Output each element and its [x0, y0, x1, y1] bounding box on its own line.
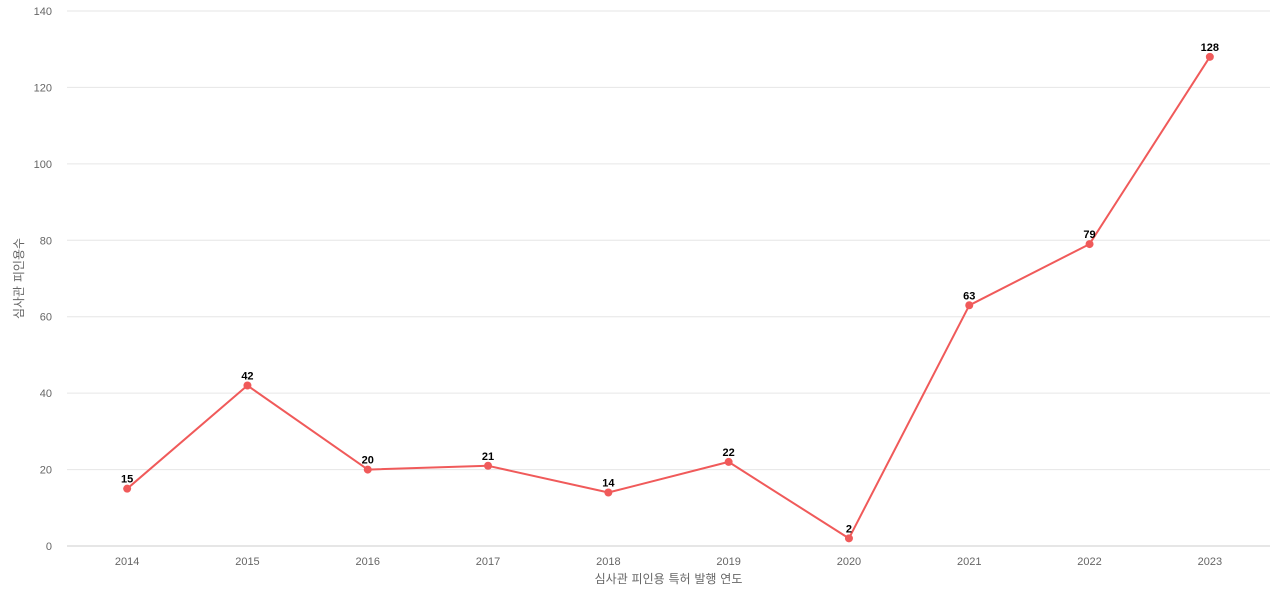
- data-label: 63: [963, 290, 975, 302]
- y-tick-label: 20: [40, 465, 52, 477]
- y-tick-label: 140: [34, 6, 52, 18]
- x-tick-label: 2018: [596, 556, 620, 568]
- y-axis-ticks: 0 20 40 60 80 100 120 140: [34, 6, 52, 553]
- x-axis-ticks: 2014 2015 2016 2017 2018 2019 2020 2021 2022 2023: [115, 556, 1222, 568]
- x-tick-label: 2019: [716, 556, 740, 568]
- x-tick-label: 2015: [235, 556, 259, 568]
- y-tick-label: 0: [46, 541, 52, 553]
- data-point[interactable]: [724, 457, 733, 466]
- series-group: [123, 52, 1214, 543]
- y-tick-label: 40: [40, 388, 52, 400]
- y-tick-label: 120: [34, 82, 52, 94]
- data-label: 42: [241, 371, 253, 383]
- x-tick-label: 2017: [476, 556, 500, 568]
- y-tick-label: 60: [40, 312, 52, 324]
- data-point[interactable]: [1085, 240, 1094, 249]
- data-point[interactable]: [243, 381, 252, 390]
- data-point[interactable]: [604, 488, 613, 497]
- data-label: 2: [846, 523, 852, 535]
- data-point[interactable]: [1205, 52, 1214, 61]
- x-tick-label: 2021: [957, 556, 981, 568]
- gridlines: [67, 10, 1270, 547]
- x-tick-label: 2022: [1077, 556, 1101, 568]
- data-point[interactable]: [363, 465, 372, 474]
- x-axis-title: 심사관 피인용 특허 발행 연도: [595, 571, 743, 586]
- y-axis-title: 심사관 피인용수: [12, 238, 26, 319]
- x-tick-label: 2014: [115, 556, 139, 568]
- y-tick-label: 80: [40, 235, 52, 247]
- data-label: 21: [482, 451, 494, 463]
- x-tick-label: 2016: [356, 556, 380, 568]
- data-point[interactable]: [123, 484, 132, 493]
- y-tick-label: 100: [34, 159, 52, 171]
- data-label: 14: [602, 478, 615, 490]
- data-label: 20: [362, 455, 374, 467]
- series-line: [126, 56, 1211, 540]
- data-label: 79: [1083, 229, 1095, 241]
- data-label: 22: [723, 447, 735, 459]
- x-tick-label: 2023: [1198, 556, 1222, 568]
- data-label: 15: [121, 474, 133, 486]
- data-label: 128: [1201, 42, 1219, 54]
- data-point[interactable]: [484, 461, 493, 470]
- x-tick-label: 2020: [837, 556, 861, 568]
- data-point[interactable]: [965, 301, 974, 310]
- data-point[interactable]: [844, 534, 853, 543]
